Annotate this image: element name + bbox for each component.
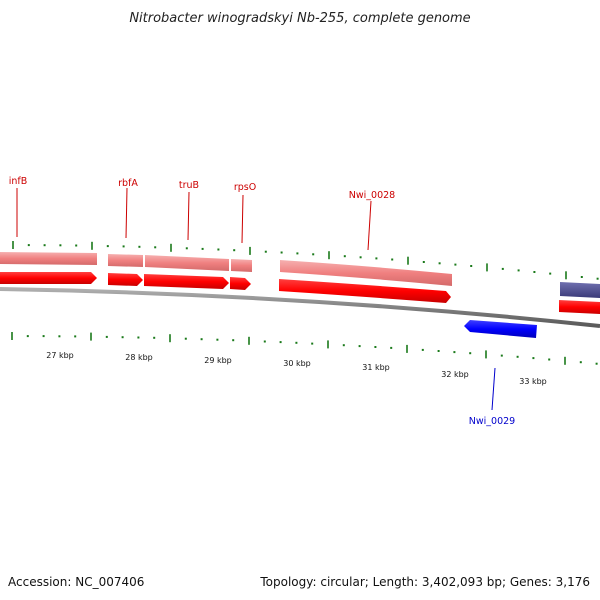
gene-arrow-rpso[interactable] <box>230 277 251 290</box>
gene-label-rpso[interactable]: rpsO <box>234 182 256 193</box>
feature-band-nwi-0028[interactable] <box>280 260 452 286</box>
gene-arrow-nwi-0028[interactable] <box>279 279 451 303</box>
reverse-gene-track <box>464 320 537 338</box>
forward-feature-track-light <box>0 252 452 286</box>
inner-tick-marks <box>11 332 598 365</box>
feature-band-infb[interactable] <box>0 252 97 265</box>
scale-label: 32 kbp <box>441 370 469 379</box>
scale-label: 27 kbp <box>46 351 74 360</box>
label-leader-lines <box>16 187 496 411</box>
gene-label-nwi-0029[interactable]: Nwi_0029 <box>469 416 515 427</box>
forward-gene-track <box>0 272 600 314</box>
genome-summary-text: Topology: circular; Length: 3,402,093 bp… <box>259 575 590 589</box>
gene-label-rbfa[interactable]: rbfA <box>118 178 138 189</box>
gene-label-nwi-0028[interactable]: Nwi_0028 <box>349 190 395 201</box>
accession-text: Accession: NC_007406 <box>8 575 144 589</box>
gene-arrow-rbfa[interactable] <box>108 273 143 286</box>
genome-backbone <box>0 287 600 328</box>
leader-line-trub <box>187 191 190 241</box>
scale-label: 29 kbp <box>204 356 232 365</box>
map-title: Nitrobacter winogradskyi Nb-255, complet… <box>129 11 470 26</box>
scale-label: 28 kbp <box>125 353 153 362</box>
scale-label: 31 kbp <box>362 363 390 372</box>
feature-band-partial-right[interactable] <box>560 282 600 298</box>
gene-arrow-trub[interactable] <box>144 274 229 289</box>
leader-line-rpso <box>241 194 244 244</box>
gene-label-infb[interactable]: infB <box>9 176 28 187</box>
feature-band-rpso[interactable] <box>231 259 252 272</box>
scale-label: 33 kbp <box>519 377 547 386</box>
gene-labels: infB rbfA truB rpsO Nwi_0028 Nwi_0029 <box>9 176 515 427</box>
outer-tick-marks <box>12 241 599 280</box>
gene-arrow-infb[interactable] <box>0 272 97 284</box>
scale-label: 30 kbp <box>283 359 311 368</box>
leader-line-nwi-0028 <box>367 200 372 251</box>
scale-labels: 27 kbp 28 kbp 29 kbp 30 kbp 31 kbp 32 kb… <box>46 351 547 386</box>
leader-line-nwi-0029 <box>491 367 496 411</box>
gene-label-trub[interactable]: truB <box>179 180 199 191</box>
gene-arrow-nwi-0029[interactable] <box>464 320 537 338</box>
leader-line-rbfa <box>125 187 128 239</box>
feature-band-rbfa[interactable] <box>108 254 143 267</box>
gene-arrow-partial-right[interactable] <box>559 300 600 314</box>
feature-band-trub[interactable] <box>145 255 229 271</box>
